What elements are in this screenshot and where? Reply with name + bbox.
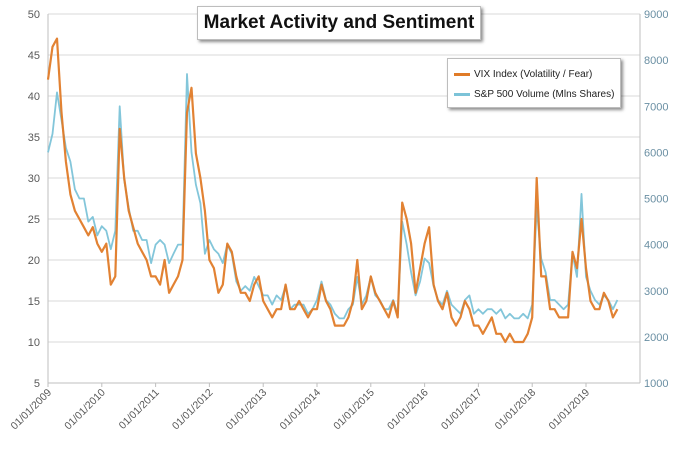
chart-title-box: Market Activity and Sentiment	[197, 6, 481, 40]
legend-swatch-volume	[454, 92, 470, 96]
legend-item-vix: VIX Index (Volatility / Fear)	[454, 66, 592, 82]
x-tick-label: 01/01/2014	[277, 387, 323, 433]
legend: VIX Index (Volatility / Fear) S&P 500 Vo…	[447, 58, 621, 108]
legend-label-volume: S&P 500 Volume (Mlns Shares)	[474, 88, 615, 100]
x-tick-label: 01/01/2016	[385, 387, 431, 433]
x-tick-label: 01/01/2011	[117, 387, 162, 432]
y-left-tick-label: 25	[28, 214, 40, 226]
series-line-vix	[46, 37, 619, 344]
y-left-tick-label: 45	[28, 50, 40, 62]
y-left-tick-label: 30	[28, 173, 40, 185]
x-tick-label: 01/01/2012	[170, 387, 216, 433]
x-tick-label: 01/01/2013	[224, 387, 270, 433]
y-left-tick-label: 35	[28, 132, 40, 144]
x-tick-label: 01/01/2019	[546, 387, 592, 433]
legend-swatch-vix	[454, 72, 470, 76]
x-tick-label: 01/01/2010	[62, 387, 108, 433]
x-tick-label: 01/01/2017	[439, 387, 485, 433]
chart-title: Market Activity and Sentiment	[203, 12, 475, 33]
y-right-tick-label: 6000	[644, 147, 668, 159]
y-right-tick-label: 9000	[644, 9, 668, 21]
y-right-tick-label: 1000	[644, 378, 668, 390]
x-tick-label: 01/01/2009	[8, 387, 54, 433]
x-tick-label: 01/01/2015	[331, 387, 377, 433]
y-right-tick-label: 3000	[644, 286, 668, 298]
x-tick-label: 01/01/2018	[493, 387, 539, 433]
y-left-tick-label: 40	[28, 91, 40, 103]
y-right-tick-label: 2000	[644, 332, 668, 344]
y-left-tick-label: 5	[34, 378, 40, 390]
y-right-tick-label: 4000	[644, 240, 668, 252]
y-left-tick-label: 10	[28, 337, 40, 349]
y-right-tick-label: 7000	[644, 101, 668, 113]
y-left-tick-label: 20	[28, 255, 40, 267]
legend-item-volume: S&P 500 Volume (Mlns Shares)	[454, 86, 614, 102]
y-right-tick-label: 8000	[644, 55, 668, 67]
y-left-tick-label: 50	[28, 9, 40, 21]
y-right-tick-label: 5000	[644, 194, 668, 206]
y-left-tick-label: 15	[28, 296, 40, 308]
legend-label-vix: VIX Index (Volatility / Fear)	[474, 68, 593, 80]
series-line-volume	[47, 73, 619, 320]
